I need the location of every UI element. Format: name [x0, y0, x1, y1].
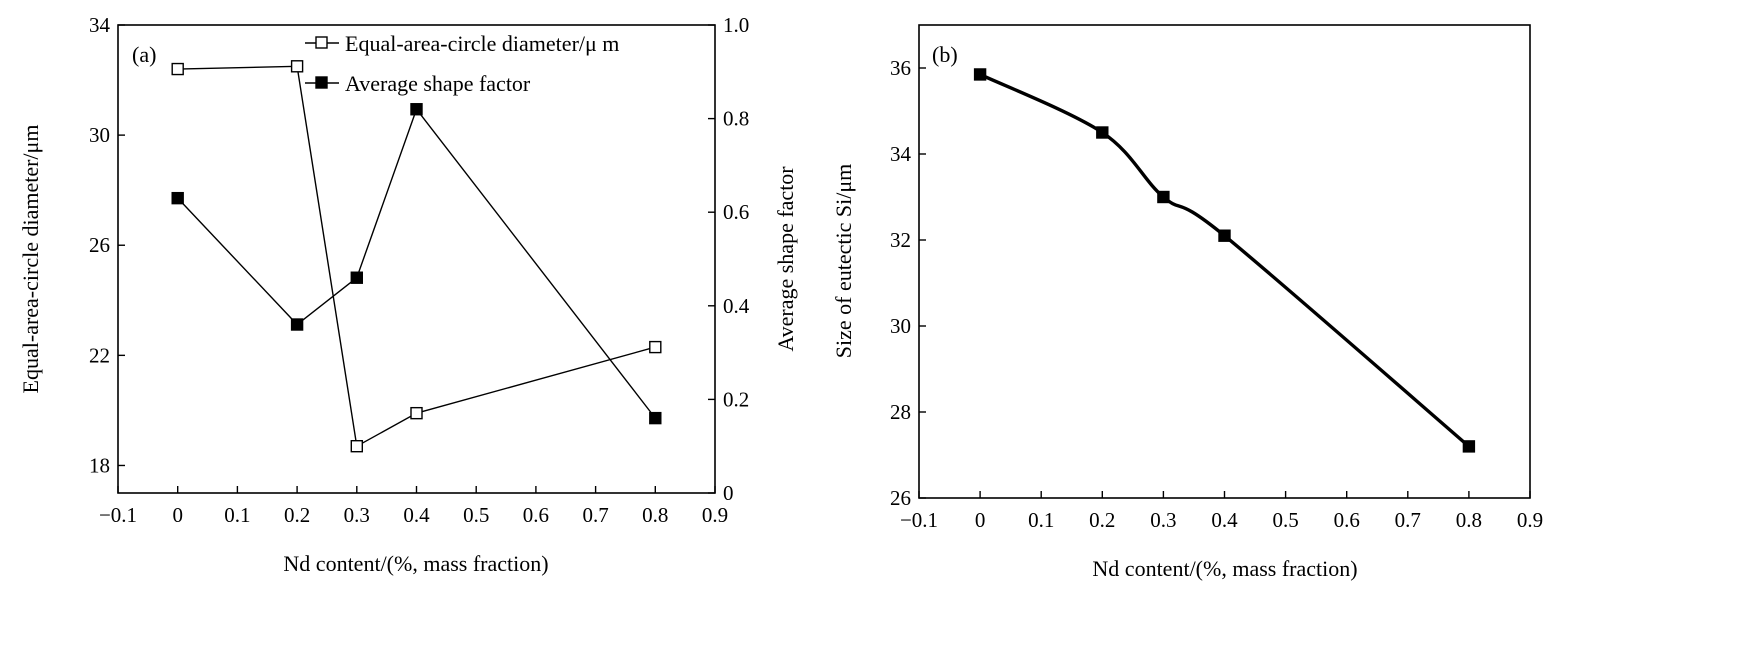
diameter-series-line: [177, 65, 656, 448]
x-tick-label: −0.1: [900, 508, 938, 532]
shape-factor-series-line: [177, 107, 656, 419]
y-tick-label: 22: [89, 343, 110, 367]
x-tick-label: 0.7: [1395, 508, 1421, 532]
diameter-series-point: [350, 440, 363, 453]
y-left-axis-label-a: Equal-area-circle diameter/μm: [18, 125, 43, 394]
shape-factor-series-point: [171, 191, 184, 205]
plot-frame-b: [918, 24, 1531, 499]
panel-b: (b) −0.1 0 0.1 0.2 0.3 0.4 0.5 0.6 0.7 0.8 0.9 262…: [831, 24, 1543, 581]
x-tick-label: 0.6: [523, 503, 549, 527]
y-tick-label: 0.8: [723, 107, 749, 131]
y-tick-label: 30: [89, 123, 110, 147]
diameter-series-point: [171, 62, 184, 76]
x-tick-label: 0.9: [702, 503, 728, 527]
x-tick-label: 0.1: [224, 503, 250, 527]
x-axis-ticks-b: −0.1 0 0.1 0.2 0.3 0.4 0.5 0.6 0.7 0.8 0.9: [900, 491, 1543, 532]
x-tick-label: 0.7: [582, 503, 608, 527]
eutectic-si-series-point: [973, 68, 987, 81]
x-tick-label: 0.1: [1028, 508, 1054, 532]
x-tick-label: 0.5: [463, 503, 489, 527]
legend-marker-shape-factor: [315, 76, 328, 89]
diameter-series-point: [410, 406, 423, 420]
series-group-a: [171, 60, 662, 453]
x-tick-label: 0.3: [344, 503, 370, 527]
y-right-axis-ticks-a: 0 0.2 0.4 0.6 0.8 1.0: [708, 13, 750, 505]
shape-factor-series-point: [649, 411, 662, 425]
legend-marker-diameter: [315, 36, 328, 49]
x-axis-ticks-a: −0.1 0 0.1 0.2 0.3 0.4 0.5 0.6 0.7 0.8 0.9: [99, 486, 728, 527]
y-tick-label: 34: [890, 142, 912, 166]
legend-a: Equal-area-circle diameter/μ m Average s…: [305, 31, 619, 96]
x-axis-label-a: Nd content/(%, mass fraction): [283, 551, 548, 576]
y-tick-label: 26: [890, 486, 911, 510]
legend-label-diameter: Equal-area-circle diameter/μ m: [345, 31, 619, 56]
eutectic-si-series-point: [1157, 190, 1170, 204]
panel-a: (a) −0.1 0 0.1 0.2 0.3 0.4 0.5 0.6 0.7 0.8 0.9 18 2…: [18, 13, 798, 576]
eutectic-si-series-point: [1218, 229, 1231, 242]
y-tick-label: 28: [890, 400, 911, 424]
y-tick-label: 0.6: [723, 200, 749, 224]
x-tick-label: 0.5: [1272, 508, 1298, 532]
y-axis-ticks-b: 26 28 30 32 34 36: [890, 56, 926, 510]
eutectic-si-series-point: [1462, 440, 1476, 453]
y-tick-label: 0.2: [723, 387, 749, 411]
y-axis-label-b: Size of eutectic Si/μm: [831, 164, 856, 358]
y-tick-label: 1.0: [723, 13, 749, 37]
y-tick-label: 0: [723, 481, 734, 505]
y-tick-label: 32: [890, 228, 911, 252]
x-tick-label: 0.4: [1211, 508, 1238, 532]
x-axis-label-b: Nd content/(%, mass fraction): [1092, 556, 1357, 581]
y-tick-label: 26: [89, 233, 110, 257]
shape-factor-series-point: [410, 103, 423, 116]
diameter-series-point: [649, 340, 662, 354]
y-left-axis-ticks-a: 18 22 26 30 34: [89, 13, 125, 477]
x-tick-label: 0.4: [403, 503, 430, 527]
diameter-series-point: [290, 60, 304, 73]
shape-factor-series-point: [290, 318, 304, 331]
series-group-b: [973, 68, 1476, 453]
x-tick-label: 0: [975, 508, 986, 532]
x-tick-label: 0.9: [1517, 508, 1543, 532]
y-tick-label: 34: [89, 13, 111, 37]
x-tick-label: 0: [172, 503, 183, 527]
panel-label-b: (b): [932, 42, 958, 67]
y-tick-label: 30: [890, 314, 911, 338]
y-right-axis-label-a: Average shape factor: [773, 166, 798, 352]
x-tick-label: −0.1: [99, 503, 137, 527]
x-tick-label: 0.6: [1334, 508, 1360, 532]
y-tick-label: 36: [890, 56, 911, 80]
x-tick-label: 0.2: [1089, 508, 1115, 532]
eutectic-si-series-point: [1096, 126, 1109, 139]
legend-label-shape-factor: Average shape factor: [345, 71, 531, 96]
shape-factor-series-point: [350, 271, 363, 284]
eutectic-si-series-line: [979, 72, 1471, 448]
x-tick-label: 0.8: [642, 503, 668, 527]
y-tick-label: 18: [89, 453, 110, 477]
panel-label-a: (a): [132, 42, 156, 67]
x-tick-label: 0.2: [284, 503, 310, 527]
y-tick-label: 0.4: [723, 294, 750, 318]
x-tick-label: 0.3: [1150, 508, 1176, 532]
x-tick-label: 0.8: [1456, 508, 1482, 532]
